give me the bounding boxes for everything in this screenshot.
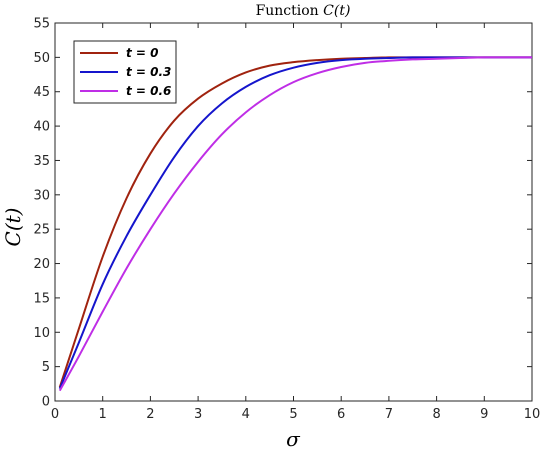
legend-label-0: t = 0: [126, 46, 159, 60]
y-tick-label: 20: [33, 257, 50, 272]
legend-label-1: t = 0.3: [126, 65, 171, 79]
legend-label-2: t = 0.6: [126, 84, 171, 98]
y-tick-label: 5: [42, 360, 50, 375]
y-tick-label: 10: [33, 326, 50, 341]
x-tick-label: 9: [480, 407, 488, 422]
series-line-1: [58, 56, 532, 390]
y-tick-label: 45: [33, 85, 50, 100]
x-tick-label: 0: [51, 407, 59, 422]
y-tick-label: 55: [33, 17, 50, 32]
x-tick-label: 4: [242, 407, 250, 422]
y-tick-label: 50: [33, 51, 50, 66]
x-tick-label: 10: [524, 407, 541, 422]
y-tick-label: 0: [42, 395, 50, 410]
y-tick-label: 25: [33, 223, 50, 238]
x-tick-label: 1: [99, 407, 107, 422]
series-line-2: [58, 56, 532, 392]
x-tick-label: 3: [194, 407, 202, 422]
x-axis-label: σ: [286, 427, 301, 451]
y-tick-label: 15: [33, 291, 50, 306]
y-tick-label: 30: [33, 188, 50, 203]
x-tick-label: 5: [289, 407, 297, 422]
y-tick-label: 40: [33, 120, 50, 135]
x-tick-label: 8: [432, 407, 440, 422]
series-line-0: [58, 56, 532, 388]
y-tick-label: 35: [33, 154, 50, 169]
x-tick-label: 6: [337, 407, 345, 422]
x-tick-label: 2: [146, 407, 154, 422]
x-tick-label: 7: [385, 407, 393, 422]
y-axis-label: C(t): [1, 208, 25, 247]
chart-title: Function C(t): [256, 3, 351, 19]
